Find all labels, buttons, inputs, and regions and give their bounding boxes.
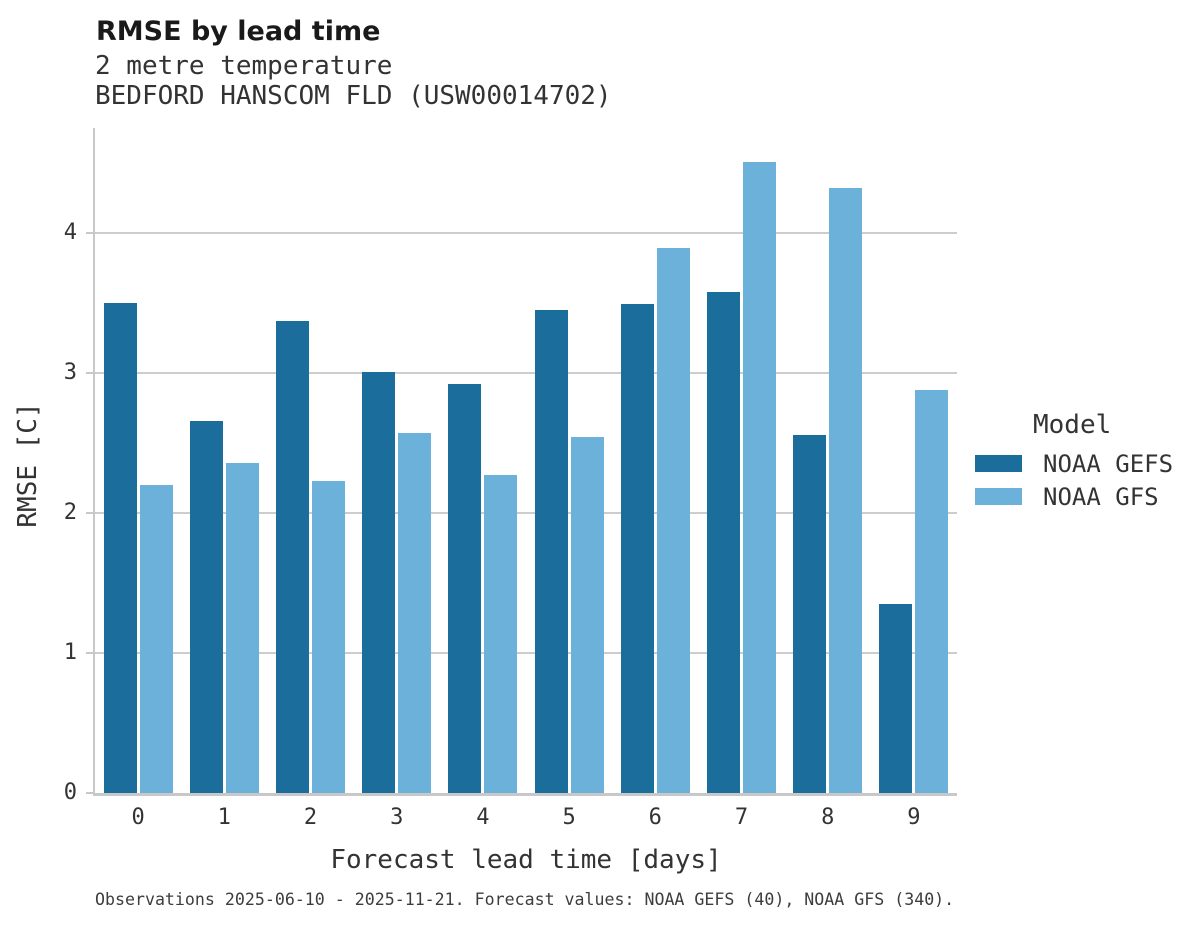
bar-noaa-gefs-lead-4 — [448, 384, 482, 793]
y-tick-mark-3 — [86, 372, 93, 374]
x-tick-label-5: 5 — [562, 805, 576, 830]
x-tick-label-7: 7 — [734, 805, 749, 830]
y-tick-label-2: 2 — [63, 500, 77, 525]
bar-noaa-gfs-lead-1 — [225, 463, 259, 793]
x-tick-label-3: 3 — [390, 805, 404, 830]
x-tick-label-8: 8 — [821, 805, 835, 830]
bar-noaa-gfs-lead-5 — [570, 437, 604, 793]
noaa-gfs-label: NOAA GFS — [1043, 482, 1159, 511]
noaa-gefs-swatch — [975, 455, 1022, 472]
chart-title: RMSE by lead time — [96, 16, 381, 47]
legend-item-noaa-gefs: NOAA GEFS — [975, 451, 1190, 477]
bar-noaa-gfs-lead-3 — [398, 433, 432, 793]
footer-caption: Observations 2025-06-10 - 2025-11-21. Fo… — [95, 890, 955, 909]
noaa-gefs-label: NOAA GEFS — [1043, 449, 1174, 478]
bar-noaa-gfs-lead-0 — [139, 485, 173, 793]
legend-title: Model — [1033, 410, 1112, 440]
x-tick-label-9: 9 — [907, 805, 921, 830]
x-axis-spine — [93, 793, 957, 796]
y-tick-mark-1 — [86, 652, 93, 654]
y-tick-label-0: 0 — [63, 780, 77, 805]
bar-noaa-gefs-lead-7 — [707, 292, 740, 793]
y-axis-title: RMSE [C] — [13, 402, 43, 528]
x-tick-label-4: 4 — [476, 805, 490, 830]
plot-area: 0 1 2 3 4 0 1 2 3 4 5 6 7 8 9 — [64, 128, 957, 830]
bar-noaa-gefs-lead-0 — [103, 303, 137, 793]
legend-item-noaa-gfs: NOAA GFS — [975, 484, 1190, 510]
y-tick-mark-4 — [86, 232, 93, 234]
bar-noaa-gefs-lead-9 — [879, 604, 913, 793]
chart-subtitle-station: BEDFORD HANSCOM FLD (USW00014702) — [95, 81, 612, 111]
y-tick-mark-2 — [86, 512, 93, 514]
y-tick-mark-0 — [86, 792, 93, 794]
x-tick-label-0: 0 — [131, 805, 145, 830]
x-tick-label-6: 6 — [648, 805, 662, 830]
bar-noaa-gfs-lead-9 — [915, 390, 949, 793]
x-axis-title: Forecast lead time [days] — [330, 845, 722, 875]
x-tick-label-1: 1 — [217, 805, 231, 830]
noaa-gfs-swatch — [975, 488, 1022, 505]
gridline-y-1 — [95, 652, 957, 654]
x-tick-label-2: 2 — [303, 805, 318, 830]
y-tick-label-1: 1 — [63, 640, 77, 665]
gridline-y-4 — [95, 232, 957, 234]
bar-noaa-gfs-lead-6 — [656, 248, 690, 793]
bar-noaa-gfs-lead-7 — [743, 162, 776, 793]
bar-noaa-gefs-lead-3 — [362, 372, 396, 793]
bar-noaa-gfs-lead-8 — [829, 188, 863, 793]
chart-subtitle-variable: 2 metre temperature — [95, 51, 393, 81]
bar-noaa-gefs-lead-8 — [793, 435, 827, 793]
legend: Model NOAA GEFS NOAA GFS — [975, 410, 1190, 510]
bar-noaa-gefs-lead-6 — [620, 304, 654, 793]
gridline-y-2 — [95, 512, 957, 514]
bar-noaa-gefs-lead-2 — [276, 321, 309, 793]
y-tick-label-3: 3 — [63, 360, 77, 385]
y-axis-spine — [93, 128, 95, 796]
bar-noaa-gefs-lead-5 — [534, 310, 568, 793]
bar-noaa-gfs-lead-4 — [484, 475, 518, 793]
y-tick-label-4: 4 — [63, 220, 77, 245]
bar-noaa-gefs-lead-1 — [189, 421, 223, 793]
bar-noaa-gfs-lead-2 — [312, 481, 345, 793]
gridline-y-3 — [95, 372, 957, 374]
